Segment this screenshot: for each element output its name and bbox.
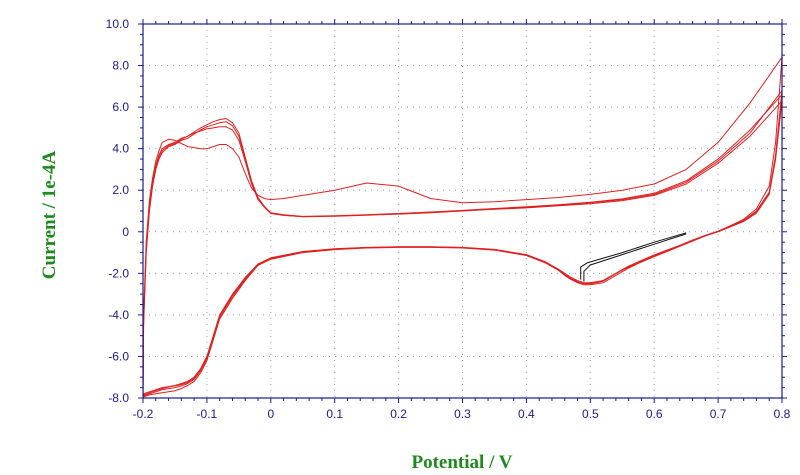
x-axis-title: Potential / V [412,452,513,473]
y-tick-label: 4.0 [112,142,129,156]
y-tick-label: -6.0 [108,349,129,363]
tick-marks [138,19,787,403]
y-tick-label: 0 [122,225,129,239]
y-tick-label: -4.0 [108,308,129,322]
y-axis-title: Current / 1e-4A [39,151,60,280]
x-tick-label: 0 [267,407,274,421]
x-tick-label: 0.2 [390,407,407,421]
y-tick-label: -2.0 [108,266,129,280]
y-tick-label: -8.0 [108,391,129,405]
y-tick-label: 8.0 [112,59,129,73]
plot-curves [142,56,783,399]
x-tick-label: -0.1 [197,407,218,421]
x-tick-label: 0.4 [518,407,535,421]
x-tick-labels: -0.2 -0.1 0 0.1 0.2 0.3 0.4 0.5 0.6 0.7 0.8 [133,407,791,421]
series-line-5 [583,233,687,282]
y-tick-labels: 10.0 8.0 6.0 4.0 2.0 0 -2.0 -4.0 -6.0 -8.0 [106,17,130,405]
series-line-1 [142,100,783,399]
x-tick-label: 0.8 [774,407,791,421]
x-tick-label: 0.7 [710,407,727,421]
series-line-6 [580,232,687,280]
series-line-4 [142,56,783,398]
series-line-3 [142,90,783,396]
y-tick-label: 6.0 [112,100,129,114]
y-tick-label: 10.0 [106,17,130,31]
y-tick-label: 2.0 [112,183,129,197]
x-tick-label: 0.6 [646,407,663,421]
x-tick-label: 0.3 [454,407,471,421]
x-tick-label: 0.5 [582,407,599,421]
x-tick-label: 0.1 [326,407,343,421]
x-tick-label: -0.2 [133,407,154,421]
